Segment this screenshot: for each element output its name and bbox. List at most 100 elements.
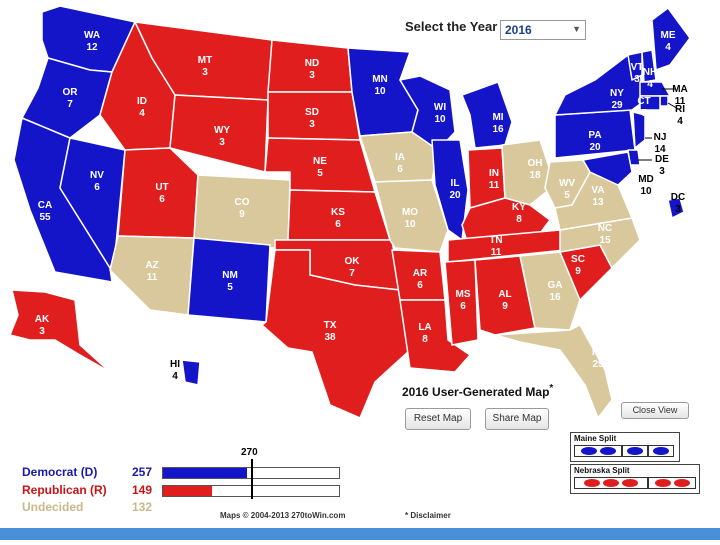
state-fl[interactable] <box>494 324 613 419</box>
state-ev-nm: 5 <box>227 282 233 293</box>
legend-republican-label: Republican (R) <box>22 483 107 497</box>
nebraska-split-title: Nebraska Split <box>574 466 630 475</box>
split-cell[interactable] <box>574 445 622 457</box>
state-ev-oh: 18 <box>529 170 541 181</box>
state-ev-la: 8 <box>422 334 428 345</box>
state-ev-wv: 5 <box>564 190 570 201</box>
state-label-ak: AK <box>35 314 50 325</box>
state-dc[interactable] <box>667 197 685 219</box>
state-label-nd: ND <box>305 58 319 69</box>
split-cell[interactable] <box>622 445 648 457</box>
state-label-nh: NH <box>643 67 657 78</box>
state-ev-ky: 8 <box>516 214 522 225</box>
maine-split-title: Maine Split <box>574 434 617 443</box>
state-ev-tx: 38 <box>324 332 336 343</box>
state-me[interactable] <box>651 7 691 71</box>
state-ev-dc: 3 <box>675 204 681 215</box>
disclaimer-link[interactable]: * Disclaimer <box>405 511 451 520</box>
year-select-value: 2016 <box>505 23 532 37</box>
state-ev-mo: 10 <box>404 219 416 230</box>
state-nh[interactable] <box>641 49 657 83</box>
state-label-me: ME <box>661 30 676 41</box>
state-ut[interactable] <box>117 147 199 239</box>
state-ev-co: 9 <box>239 209 245 220</box>
state-md[interactable] <box>582 151 633 186</box>
state-ga[interactable] <box>519 251 581 331</box>
win-threshold-label: 270 <box>241 447 258 458</box>
state-ev-me: 4 <box>665 42 671 53</box>
close-view-button[interactable]: Close View <box>621 402 689 419</box>
state-ev-fl: 29 <box>592 359 604 370</box>
state-ev-vt: 3 <box>634 74 640 85</box>
legend-undecided-label: Undecided <box>22 500 84 514</box>
state-label-nm: NM <box>222 270 238 281</box>
legend-democrat-count: 257 <box>131 465 152 479</box>
state-oh[interactable] <box>501 139 556 206</box>
state-ms[interactable] <box>444 259 479 346</box>
map-title: 2016 User-Generated Map* <box>402 383 553 399</box>
state-ev-ne: 5 <box>317 168 323 179</box>
state-label-ky: KY <box>512 202 526 213</box>
state-label-ia: IA <box>395 152 405 163</box>
nebraska-split-panel: Nebraska Split <box>570 464 700 494</box>
nebraska-split-cells <box>571 476 699 490</box>
reset-map-button[interactable]: Reset Map <box>405 408 471 430</box>
state-al[interactable] <box>474 255 536 336</box>
elector-token <box>603 479 619 487</box>
state-ev-hi: 4 <box>172 371 178 382</box>
state-ri[interactable] <box>659 95 669 107</box>
state-label-ca: CA <box>38 200 52 211</box>
state-ev-ga: 16 <box>549 292 561 303</box>
state-ct[interactable] <box>639 95 661 111</box>
elector-token <box>653 447 669 455</box>
state-label-il: IL <box>451 178 460 189</box>
maine-split-panel: Maine Split <box>570 432 680 462</box>
state-or[interactable] <box>21 57 113 139</box>
state-label-la: LA <box>418 322 431 333</box>
split-cell[interactable] <box>574 477 648 489</box>
legend-democrat: Democrat (D) 257 <box>22 465 152 479</box>
win-threshold-line <box>251 459 253 499</box>
split-cell[interactable] <box>648 445 674 457</box>
state-label-wy: WY <box>214 125 230 136</box>
state-vt[interactable] <box>627 51 643 81</box>
split-cell[interactable] <box>648 477 696 489</box>
state-tx[interactable] <box>261 249 411 419</box>
legend-undecided-count: 132 <box>131 500 152 514</box>
share-map-button[interactable]: Share Map <box>485 408 549 430</box>
state-label-sd: SD <box>305 107 319 118</box>
state-label-tn: TN <box>489 235 502 246</box>
state-az[interactable] <box>109 235 195 316</box>
maine-split-cells <box>571 444 679 458</box>
state-label-co: CO <box>235 197 250 208</box>
map-title-asterisk: * <box>549 383 554 394</box>
state-label-tx: TX <box>324 320 337 331</box>
state-hi[interactable] <box>181 359 201 386</box>
state-label-nj: NJ <box>654 132 667 143</box>
state-ev-ms: 6 <box>460 301 466 312</box>
elector-token <box>673 479 690 487</box>
map-title-text: 2016 User-Generated Map <box>402 385 550 399</box>
state-label-wa: WA <box>84 30 100 41</box>
state-nj[interactable] <box>632 111 646 149</box>
state-ev-tn: 11 <box>491 247 502 258</box>
state-la[interactable] <box>399 299 471 373</box>
state-ev-ut: 6 <box>159 194 165 205</box>
state-ak[interactable] <box>9 289 111 373</box>
state-ev-md: 10 <box>640 186 652 197</box>
state-ev-nh: 4 <box>647 79 653 90</box>
state-mi[interactable] <box>461 81 513 149</box>
state-label-nv: NV <box>90 170 104 181</box>
state-label-mt: MT <box>198 55 212 66</box>
elector-token <box>580 447 597 455</box>
state-ev-pa: 20 <box>589 142 601 153</box>
state-label-al: AL <box>498 289 511 300</box>
state-ev-ar: 6 <box>417 280 423 291</box>
state-label-wi: WI <box>434 102 446 113</box>
year-select[interactable]: 2016 ▼ <box>500 20 586 40</box>
state-ma[interactable] <box>639 81 671 97</box>
state-ev-nj: 14 <box>654 144 666 155</box>
state-label-id: ID <box>137 96 147 107</box>
